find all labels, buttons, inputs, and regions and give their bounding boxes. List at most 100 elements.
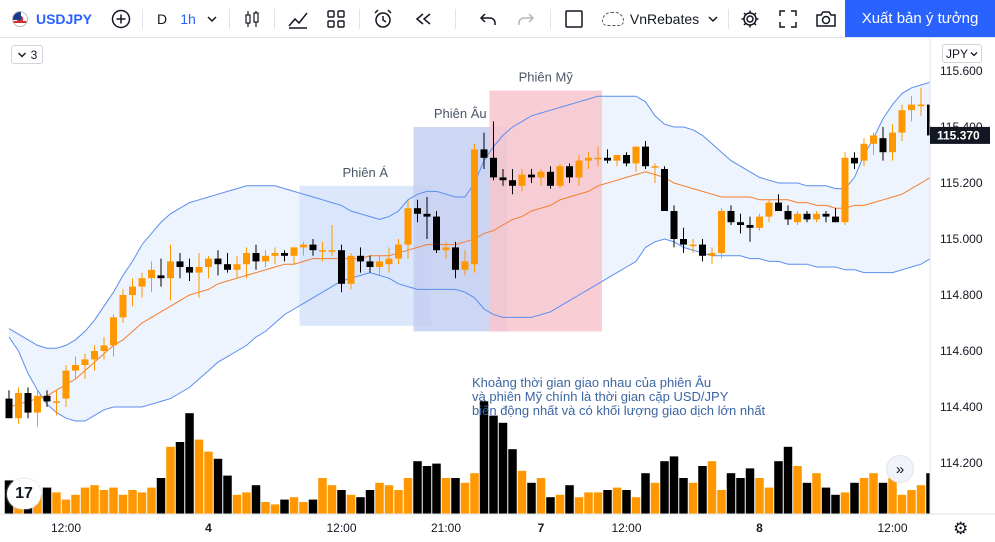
candle-body bbox=[632, 146, 640, 164]
settings-button[interactable] bbox=[737, 0, 763, 37]
volume-bar bbox=[631, 497, 641, 514]
candle-body bbox=[509, 180, 516, 186]
layouts-button[interactable] bbox=[323, 0, 349, 37]
chart-type-button[interactable] bbox=[240, 0, 264, 37]
candle-body bbox=[167, 261, 174, 279]
candle-body bbox=[889, 132, 896, 153]
volume-bar bbox=[403, 478, 413, 514]
price-chart[interactable]: Phiên Á Phiên Âu Phiên Mỹ Khoảng thời gian… bbox=[0, 38, 995, 542]
undo-icon bbox=[479, 12, 496, 25]
candle-body bbox=[233, 264, 241, 270]
candle bbox=[53, 390, 60, 416]
volume-bar bbox=[308, 499, 318, 514]
snapshot-button[interactable] bbox=[812, 0, 840, 37]
gear-icon: ⚙ bbox=[953, 519, 969, 538]
candle-body bbox=[480, 149, 488, 158]
volume-bar bbox=[679, 478, 688, 514]
candle-body bbox=[319, 250, 326, 252]
volume-bar bbox=[422, 466, 432, 514]
candles bbox=[5, 87, 934, 427]
symbol-search-button[interactable]: USDJPY bbox=[8, 0, 96, 37]
candle-body bbox=[186, 267, 193, 273]
compare-symbol-button[interactable] bbox=[108, 0, 134, 37]
volume-bar bbox=[375, 482, 384, 514]
candle-body bbox=[328, 250, 336, 252]
volume-bar bbox=[669, 456, 679, 514]
price-tick-label: 115.000 bbox=[940, 232, 983, 246]
candle-body bbox=[376, 261, 383, 267]
candle-body bbox=[775, 202, 782, 211]
candle bbox=[281, 250, 288, 262]
volume-bar bbox=[812, 473, 821, 514]
alarm-clock-icon bbox=[374, 8, 392, 28]
toolbar-divider bbox=[550, 9, 551, 29]
candle-body bbox=[518, 174, 526, 186]
candle-body bbox=[414, 208, 421, 214]
publish-idea-button[interactable]: Xuất bản ý tưởng bbox=[845, 0, 995, 37]
candle-body bbox=[765, 202, 773, 217]
volume-bar bbox=[698, 466, 707, 514]
volume-bar bbox=[489, 415, 498, 514]
time-scale[interactable] bbox=[0, 514, 995, 542]
candle bbox=[176, 253, 184, 279]
candle bbox=[5, 390, 13, 419]
candle-body bbox=[300, 244, 307, 248]
indicators-button[interactable] bbox=[285, 0, 311, 37]
redo-button[interactable] bbox=[513, 0, 539, 37]
volume-bar bbox=[128, 490, 137, 514]
volume-bar bbox=[33, 494, 42, 514]
fullscreen-chart-button[interactable] bbox=[561, 0, 587, 37]
candle bbox=[632, 146, 640, 172]
volume-bar bbox=[99, 490, 109, 514]
candle-body bbox=[214, 258, 222, 265]
grid-layout-icon bbox=[327, 9, 345, 28]
volume-bar bbox=[213, 458, 223, 514]
candle bbox=[195, 253, 203, 298]
candle-body bbox=[898, 110, 906, 133]
time-tick-label: 4 bbox=[205, 521, 212, 535]
candle-body bbox=[661, 169, 668, 211]
candle bbox=[157, 258, 165, 287]
interval-type-button[interactable]: D bbox=[156, 10, 168, 27]
interval-button[interactable]: 1h bbox=[180, 10, 196, 27]
candle bbox=[889, 124, 896, 161]
layout-menu-button[interactable]: VnRebates bbox=[598, 0, 723, 37]
candle-body bbox=[24, 393, 32, 413]
volume-bar bbox=[223, 475, 232, 514]
price-scale[interactable] bbox=[930, 38, 995, 514]
time-tick-label: 7 bbox=[538, 521, 545, 535]
tradingview-logo-icon[interactable]: 17 bbox=[7, 479, 41, 509]
currency-button[interactable]: JPY bbox=[942, 44, 982, 63]
candle bbox=[214, 250, 222, 276]
candle-body bbox=[53, 401, 60, 403]
candle bbox=[110, 314, 117, 357]
fullscreen-button[interactable] bbox=[775, 0, 801, 37]
candle bbox=[689, 239, 697, 253]
candle bbox=[414, 199, 421, 223]
candle-body bbox=[5, 398, 13, 419]
candle bbox=[642, 141, 649, 169]
replay-button[interactable] bbox=[410, 0, 436, 37]
scroll-to-realtime-button[interactable]: » bbox=[886, 455, 914, 483]
price-tick-label: 114.600 bbox=[940, 344, 983, 358]
volume-bar bbox=[479, 401, 489, 514]
volume-bar bbox=[327, 485, 337, 514]
price-tick-label: 115.600 bbox=[940, 64, 983, 78]
candle bbox=[775, 194, 782, 211]
candle bbox=[841, 152, 849, 225]
alert-button[interactable] bbox=[370, 0, 396, 37]
collapse-legend-button[interactable]: 3 bbox=[11, 45, 43, 64]
candle bbox=[860, 138, 868, 167]
candle bbox=[822, 211, 830, 223]
interval-dropdown[interactable] bbox=[203, 0, 221, 37]
candle bbox=[661, 166, 668, 211]
price-tick-label: 115.200 bbox=[940, 176, 983, 190]
candle-body bbox=[395, 244, 402, 259]
candle-body bbox=[499, 177, 507, 181]
candle bbox=[138, 272, 146, 298]
scale-settings-button[interactable]: ⚙ bbox=[953, 519, 968, 539]
candle-body bbox=[718, 211, 725, 253]
candle-body bbox=[708, 253, 716, 256]
volume-bar bbox=[337, 490, 346, 514]
undo-button[interactable] bbox=[475, 0, 501, 37]
